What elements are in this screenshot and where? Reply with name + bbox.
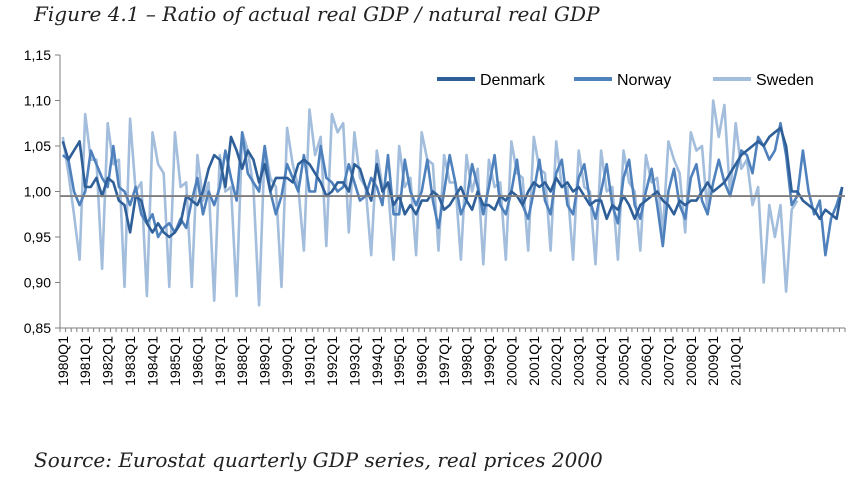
y-axis-ticks: 0,85 0,90 0,95 1,00 1,05 1,10 1,15 <box>24 47 60 336</box>
x-tick-label: 1989Q1 <box>257 336 273 386</box>
x-tick-label: 2000Q1 <box>503 336 519 386</box>
x-tick-label: 1985Q1 <box>167 336 183 386</box>
x-tick-label: 2007Q1 <box>660 336 676 386</box>
y-tick-label: 0,85 <box>24 320 51 336</box>
y-tick-label: 1,15 <box>24 47 51 63</box>
x-tick-label: 2008Q1 <box>683 336 699 386</box>
x-tick-label: 1982Q1 <box>100 336 116 386</box>
x-tick-label: 1993Q1 <box>346 336 362 386</box>
x-tick-label: 2005Q1 <box>616 336 632 386</box>
series-line-denmark <box>61 126 844 239</box>
y-tick-label: 1,05 <box>24 138 51 154</box>
x-tick-label: 1984Q1 <box>145 336 161 386</box>
x-tick-label: 1999Q1 <box>481 336 497 386</box>
legend-label-sweden: Sweden <box>756 72 814 89</box>
x-tick-label: 2004Q1 <box>593 336 609 386</box>
x-tick-label: 1997Q1 <box>436 336 452 386</box>
series-lines <box>61 99 844 307</box>
x-tick-label: 1987Q1 <box>212 336 228 386</box>
x-tick-label: 2003Q1 <box>571 336 587 386</box>
y-tick-label: 1,10 <box>24 93 51 109</box>
figure-title: Figure 4.1 – Ratio of actual real GDP / … <box>34 2 600 26</box>
x-tick-label: 1990Q1 <box>279 336 295 386</box>
y-tick-label: 0,95 <box>24 229 51 245</box>
x-tick-label: 1981Q1 <box>77 336 93 386</box>
x-tick-label: 1994Q1 <box>369 336 385 386</box>
x-tick-label: 2002Q1 <box>548 336 564 386</box>
figure-source-note: Source: Eurostat quarterly GDP series, r… <box>34 448 603 472</box>
x-tick-label: 2009Q1 <box>705 336 721 386</box>
x-tick-label: 1995Q1 <box>391 336 407 386</box>
legend-label-denmark: Denmark <box>480 72 546 89</box>
y-tick-label: 0,90 <box>24 275 51 291</box>
x-tick-label: 1996Q1 <box>414 336 430 386</box>
x-tick-label: 2006Q1 <box>638 336 654 386</box>
series-line-sweden <box>61 99 799 307</box>
x-tick-label: 1998Q1 <box>459 336 475 386</box>
x-tick-label: 1988Q1 <box>234 336 250 386</box>
x-tick-label: 1986Q1 <box>189 336 205 386</box>
x-tick-label: 1980Q1 <box>55 336 71 386</box>
y-tick-label: 1,00 <box>24 184 51 200</box>
x-axis-ticks: 1980Q1 1981Q1 1982Q1 1983Q1 1984Q1 1985Q1 1986… <box>55 328 846 386</box>
x-tick-label: 2001Q1 <box>526 336 542 386</box>
series-line-norway <box>61 121 844 257</box>
legend: Denmark Norway Sweden <box>437 72 814 89</box>
legend-label-norway: Norway <box>617 72 671 89</box>
x-tick-label: 1983Q1 <box>122 336 138 386</box>
x-tick-label: 1991Q1 <box>302 336 318 386</box>
x-tick-label: 1992Q1 <box>324 336 340 386</box>
x-tick-label: 2010Q1 <box>728 336 744 386</box>
